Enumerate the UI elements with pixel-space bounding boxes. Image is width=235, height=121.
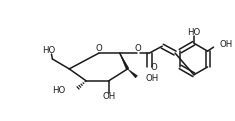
Text: HO: HO (187, 28, 200, 37)
Text: HO: HO (52, 86, 65, 95)
Text: HO: HO (42, 46, 55, 55)
Text: OH: OH (145, 74, 159, 83)
Polygon shape (120, 53, 129, 70)
Polygon shape (128, 69, 137, 78)
Text: O: O (134, 44, 141, 53)
Text: OH: OH (102, 92, 115, 101)
Text: OH: OH (219, 40, 233, 49)
Text: O: O (151, 63, 158, 72)
Text: O: O (96, 44, 102, 53)
